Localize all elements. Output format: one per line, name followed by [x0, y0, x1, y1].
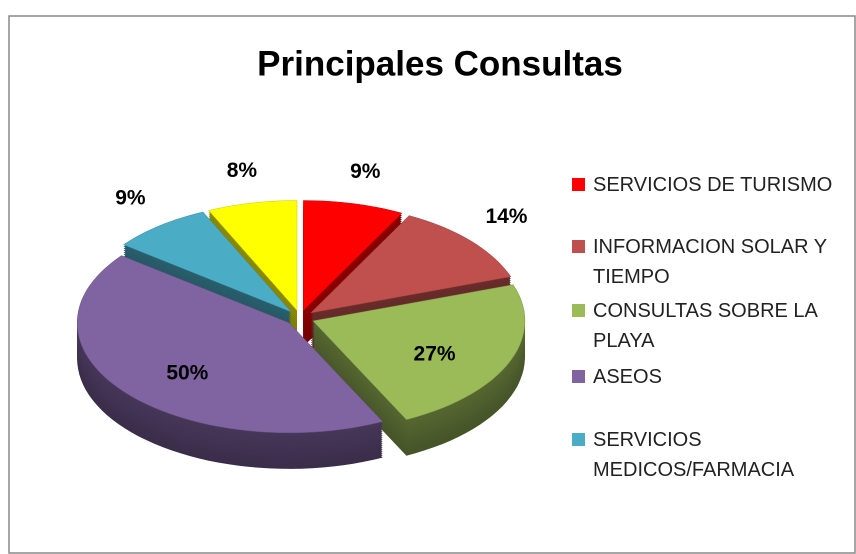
legend-entry: ASEOS	[572, 362, 852, 392]
legend-label: SERVICIOS MEDICOS/FARMACIA	[593, 429, 795, 481]
slice	[309, 215, 512, 314]
data-label: 50%	[166, 362, 208, 385]
legend-entry: SERVICIOS DE TURISMO	[572, 170, 852, 200]
slice	[122, 211, 292, 313]
legend-label: CONSULTAS SOBRE LA PLAYA	[593, 300, 817, 352]
data-label: 9%	[115, 186, 146, 209]
legend-swatch	[572, 304, 585, 317]
slice	[208, 200, 298, 312]
data-label: 8%	[227, 159, 258, 182]
legend-label: SERVICIOS DE TURISMO	[593, 174, 833, 196]
data-label: 9%	[350, 160, 381, 183]
slice	[303, 200, 403, 312]
slice	[76, 255, 384, 434]
data-label: 27%	[414, 342, 456, 365]
legend-swatch	[572, 433, 585, 446]
data-label: 14%	[485, 205, 527, 228]
legend-swatch	[572, 370, 585, 383]
legend-label: ASEOS	[593, 366, 662, 388]
slice	[312, 284, 526, 420]
legend-entry: INFORMACION SOLAR Y TIEMPO	[572, 232, 852, 292]
legend-entry: CONSULTAS SOBRE LA PLAYA	[572, 296, 852, 356]
legend-swatch	[572, 240, 585, 253]
legend-swatch	[572, 178, 585, 191]
chart-title: Principales Consultas	[257, 44, 623, 83]
legend-label: INFORMACION SOLAR Y TIEMPO	[593, 236, 827, 288]
legend-entry: SERVICIOS MEDICOS/FARMACIA	[572, 425, 852, 485]
